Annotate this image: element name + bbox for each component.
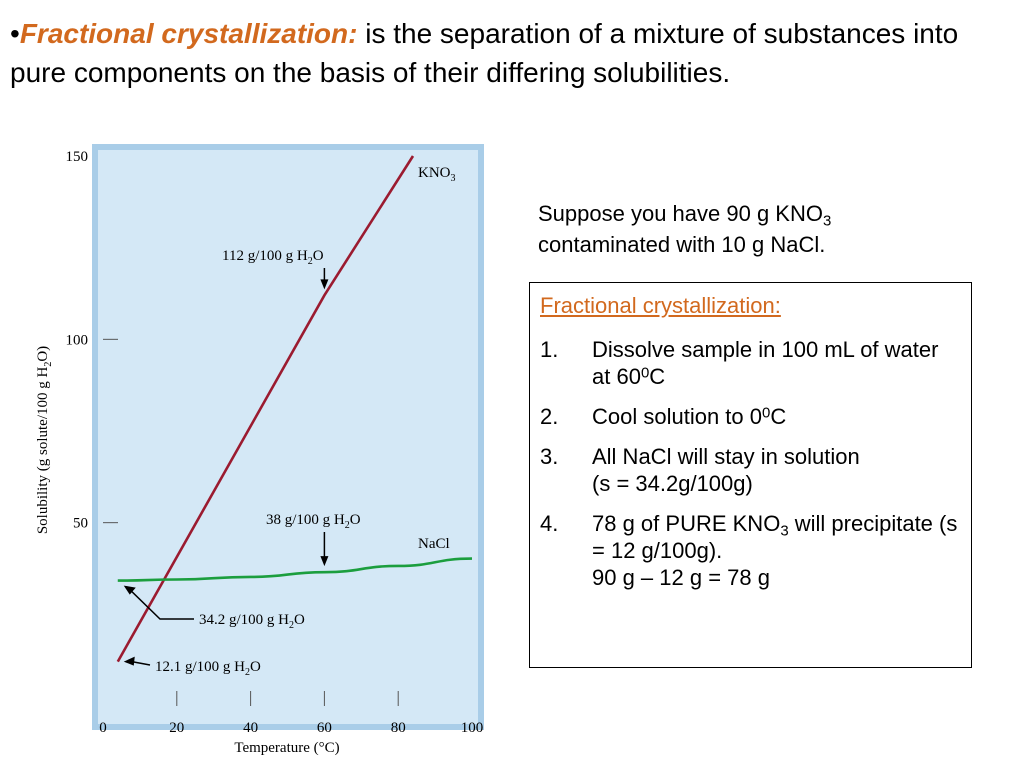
x-tick-label: 100 bbox=[461, 720, 484, 736]
annotation-12-1: 12.1 g/100 g H2O bbox=[155, 659, 261, 678]
procedure-box: Fractional crystallization: 1. Dissolve … bbox=[529, 282, 972, 668]
arrow-line bbox=[129, 589, 194, 620]
x-tick-label: 20 bbox=[169, 720, 184, 736]
bullet: • bbox=[10, 18, 20, 49]
step-number: 1. bbox=[540, 337, 559, 362]
arrow-head bbox=[320, 556, 329, 567]
procedure-step-2: 2. Cool solution to 00C bbox=[540, 403, 961, 430]
step-number: 4. bbox=[540, 511, 559, 536]
procedure-heading: Fractional crystallization: bbox=[540, 293, 781, 318]
annotation-38: 38 g/100 g H2O bbox=[266, 512, 361, 531]
step-text: Cool solution to 00C bbox=[592, 404, 787, 429]
step-text: All NaCl will stay in solution (s = 34.2g… bbox=[592, 444, 860, 496]
annotation-arrows bbox=[123, 268, 329, 666]
y-tick-label: 100 bbox=[66, 332, 89, 348]
step-text: 78 g of PURE KNO3 will precipitate (s = … bbox=[592, 511, 958, 590]
procedure-step-1: 1. Dissolve sample in 100 mL of water at… bbox=[540, 336, 961, 390]
nacl-series-label: NaCl bbox=[418, 536, 450, 552]
series-line-kno3 bbox=[116, 155, 415, 663]
step-text: Dissolve sample in 100 mL of water at 60… bbox=[592, 337, 939, 389]
arrow-head bbox=[320, 279, 329, 290]
intro-paragraph: •Fractional crystallization: is the sepa… bbox=[10, 14, 1010, 92]
term-fractional-crystallization: Fractional crystallization: bbox=[19, 18, 358, 49]
x-tick-label: 80 bbox=[391, 720, 406, 736]
procedure-steps: 1. Dissolve sample in 100 mL of water at… bbox=[540, 336, 961, 591]
kno3-series-label: KNO3 bbox=[418, 165, 456, 184]
procedure-step-4: 4. 78 g of PURE KNO3 will precipitate (s… bbox=[540, 510, 961, 591]
x-tick-label: 0 bbox=[99, 720, 107, 736]
series-line-nacl bbox=[117, 557, 473, 582]
plot-area bbox=[92, 144, 484, 730]
axis-tick-labels: 0 20 40 60 80 100 50 100 150 bbox=[66, 149, 484, 736]
annotation-34-2: 34.2 g/100 g H2O bbox=[199, 612, 305, 631]
arrow-head bbox=[123, 585, 136, 595]
solubility-chart: 0 20 40 60 80 100 50 100 150 KNO3 NaCl 112 g/100… bbox=[35, 144, 484, 756]
x-axis-label: Temperature (°C) bbox=[234, 740, 339, 756]
y-axis-label: Solubility (g solute/100 g H2O) bbox=[35, 346, 54, 534]
step-number: 2. bbox=[540, 404, 559, 429]
x-tick-label: 40 bbox=[243, 720, 258, 736]
scenario-text: Suppose you have 90 g KNO3 contaminated … bbox=[538, 198, 1008, 260]
definition-text: is the separation of a mixture of substa… bbox=[10, 18, 959, 88]
arrow-line bbox=[131, 660, 151, 666]
scenario-line-2: contaminated with 10 g NaCl. bbox=[538, 232, 826, 257]
arrow-head bbox=[123, 656, 135, 666]
scenario-line-1: Suppose you have 90 g KNO3 bbox=[538, 201, 832, 230]
annotation-112: 112 g/100 g H2O bbox=[222, 248, 324, 267]
series-lines bbox=[116, 155, 473, 663]
procedure-step-3: 3. All NaCl will stay in solution (s = 34… bbox=[540, 443, 961, 497]
x-tick-label: 60 bbox=[317, 720, 332, 736]
axis-ticks bbox=[103, 338, 399, 706]
y-tick-label: 150 bbox=[66, 149, 89, 165]
y-tick-label: 50 bbox=[73, 516, 88, 532]
step-number: 3. bbox=[540, 444, 559, 469]
